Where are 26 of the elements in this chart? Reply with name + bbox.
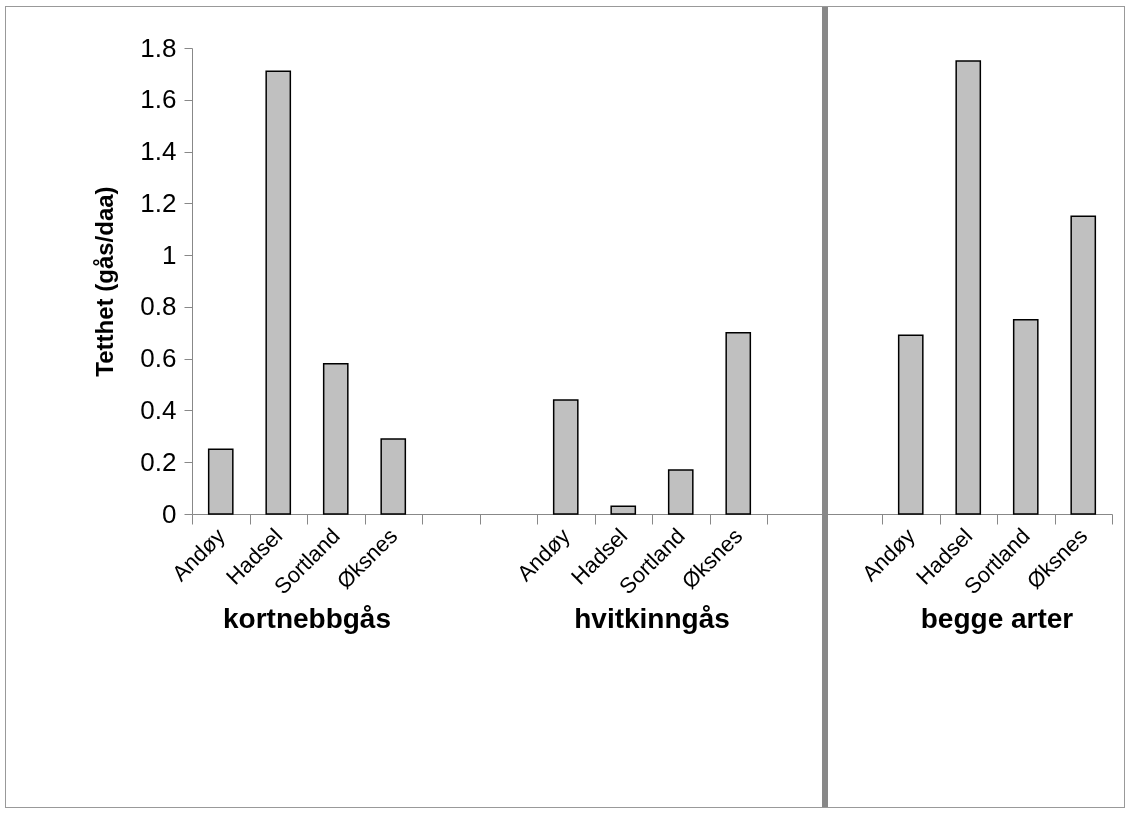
y-tick-label: 1.6 (140, 84, 177, 115)
y-tick-label: 0.4 (140, 394, 177, 425)
bar (955, 60, 982, 515)
bar (265, 70, 292, 515)
bar (1070, 215, 1097, 515)
y-tick-label: 0.6 (140, 343, 177, 374)
bar (725, 332, 752, 515)
y-axis-title: Tetthet (gås/daa) (91, 186, 119, 377)
bar (380, 438, 407, 515)
bar (322, 363, 349, 515)
bar (1012, 319, 1039, 515)
y-tick-label: 1.2 (140, 187, 177, 218)
text: kortnebbgås (222, 603, 392, 634)
bar (897, 334, 924, 515)
bar (552, 399, 579, 515)
y-tick-label: 1.8 (140, 32, 177, 63)
bar (207, 448, 234, 515)
bar (610, 505, 637, 515)
text: hvitkinngås (574, 603, 730, 634)
y-tick-label: 0.8 (140, 291, 177, 322)
y-tick-label: 1.4 (140, 136, 177, 167)
bar (667, 469, 694, 515)
y-tick-label: 0 (162, 498, 177, 529)
y-tick-label: 1 (162, 239, 177, 270)
y-tick-label: 0.2 (140, 446, 177, 477)
text: begge arter (920, 603, 1074, 634)
